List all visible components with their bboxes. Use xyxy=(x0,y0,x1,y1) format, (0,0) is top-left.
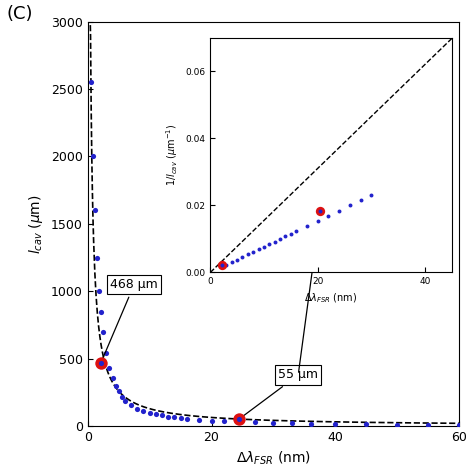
Point xyxy=(331,420,339,428)
Point xyxy=(100,328,107,336)
Point xyxy=(102,350,110,357)
Point xyxy=(236,415,243,423)
Point xyxy=(208,417,215,425)
Text: (C): (C) xyxy=(6,5,33,23)
Point xyxy=(140,407,147,415)
Point xyxy=(171,414,178,421)
Point xyxy=(424,421,432,429)
Point xyxy=(146,409,154,417)
Point xyxy=(220,418,228,425)
Text: 468 μm: 468 μm xyxy=(102,278,158,361)
Point xyxy=(152,410,160,418)
Point xyxy=(97,359,105,367)
Point xyxy=(121,397,128,404)
X-axis label: $\Delta\lambda_{FSR}$ (nm): $\Delta\lambda_{FSR}$ (nm) xyxy=(236,450,311,467)
Point xyxy=(164,413,172,420)
Point xyxy=(288,419,296,427)
Point xyxy=(93,254,101,261)
Point xyxy=(251,419,259,426)
Point xyxy=(307,420,314,428)
Point xyxy=(97,359,105,367)
Point xyxy=(95,288,103,295)
Point xyxy=(128,401,135,409)
Point xyxy=(393,421,401,428)
Point xyxy=(177,415,184,422)
Point xyxy=(97,308,105,315)
Point xyxy=(236,418,243,426)
Point xyxy=(236,415,243,423)
Point xyxy=(183,415,191,423)
Point xyxy=(115,387,122,395)
Point xyxy=(363,421,370,428)
Point xyxy=(195,416,203,424)
Point xyxy=(134,405,141,412)
Y-axis label: $l_{cav}$ ($\mu$m): $l_{cav}$ ($\mu$m) xyxy=(27,194,46,254)
Point xyxy=(87,79,95,86)
Point xyxy=(91,207,99,214)
Point xyxy=(106,365,113,372)
Point xyxy=(456,421,463,429)
Point xyxy=(109,374,116,382)
Point xyxy=(89,153,97,160)
Point xyxy=(118,393,126,401)
Point xyxy=(112,382,119,390)
Point xyxy=(270,419,277,427)
Point xyxy=(158,411,166,419)
Text: 55 μm: 55 μm xyxy=(242,368,318,417)
